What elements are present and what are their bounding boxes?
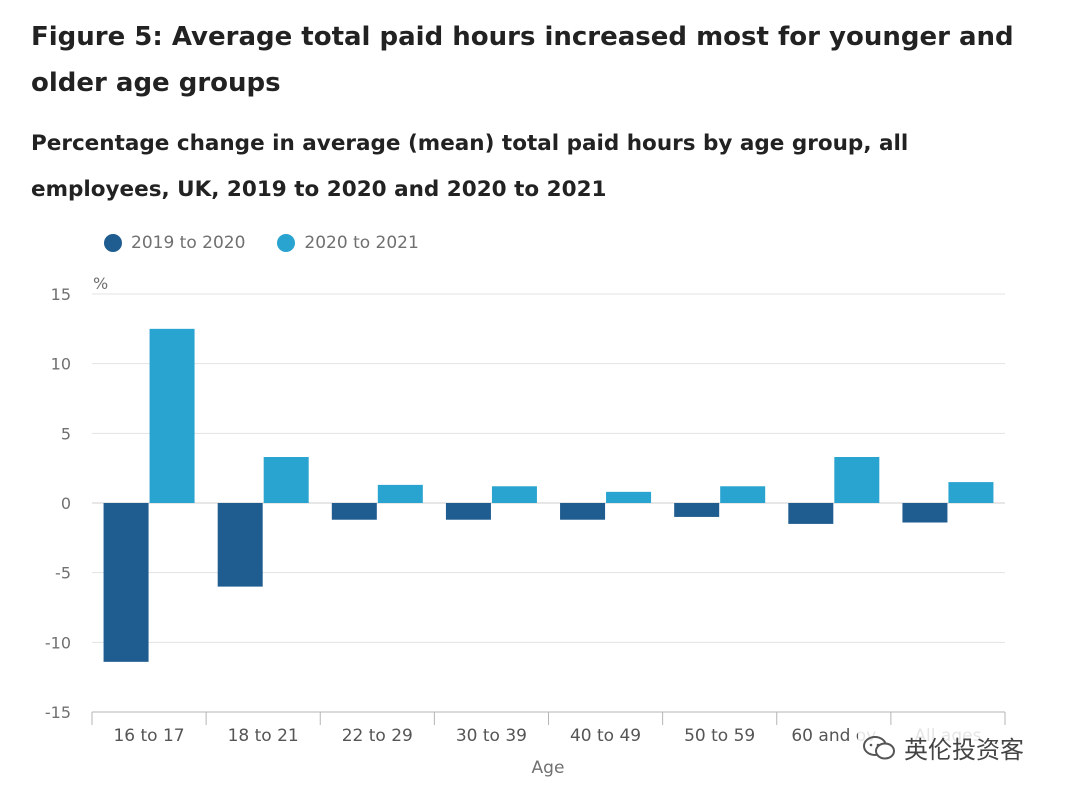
x-tick-label: 40 to 49 [570, 726, 641, 746]
chart-title: Figure 5: Average total paid hours incre… [31, 22, 1014, 98]
bar-series-1-8[interactable] [902, 503, 948, 523]
bar-series-1-2[interactable] [217, 503, 263, 587]
bar-series-2-7[interactable] [834, 457, 880, 503]
y-axis-label: % [93, 274, 108, 293]
legend-item-series-1[interactable]: 2019 to 2020 [104, 233, 245, 253]
bar-series-2-5[interactable] [606, 491, 652, 503]
x-tick-label: 22 to 29 [342, 726, 413, 746]
legend-swatch-series-2 [277, 234, 296, 252]
watermark: 英伦投资客 [858, 728, 1028, 767]
y-axis-ticks: 15 10 5 0 -5 -10 -15 [45, 285, 71, 722]
y-tick-label: 15 [51, 285, 71, 304]
chat-bubbles-icon [863, 735, 895, 759]
y-tick-label: 10 [51, 355, 71, 374]
y-tick-label: 0 [61, 494, 71, 513]
bar-series-2-6[interactable] [720, 486, 766, 503]
x-tick-label: 16 to 17 [113, 726, 184, 746]
bar-series-1-1[interactable] [103, 503, 149, 662]
legend: 2019 to 2020 2020 to 2021 [104, 233, 451, 253]
legend-swatch-series-1 [104, 234, 122, 252]
x-tick-label: 18 to 21 [228, 726, 299, 746]
x-tick-label: 30 to 39 [456, 726, 527, 746]
watermark-text: 英伦投资客 [904, 736, 1024, 764]
y-tick-label: -10 [45, 633, 71, 652]
chart-subtitle: Percentage change in average (mean) tota… [31, 131, 909, 202]
bar-series-1-4[interactable] [445, 503, 491, 520]
bar-series-1-3[interactable] [331, 503, 377, 520]
bars [103, 328, 994, 662]
bar-series-2-3[interactable] [377, 484, 423, 503]
x-tick-label: 50 to 59 [684, 726, 755, 746]
legend-label-series-2: 2020 to 2021 [304, 233, 419, 253]
bar-series-2-8[interactable] [948, 482, 994, 503]
x-tick-label: 60 and ov [791, 726, 876, 746]
bar-series-2-4[interactable] [491, 486, 537, 503]
bar-series-2-1[interactable] [149, 328, 195, 503]
x-axis-label: Age [532, 758, 565, 778]
legend-label-series-1: 2019 to 2020 [131, 233, 246, 253]
legend-item-series-2[interactable]: 2020 to 2021 [277, 233, 419, 253]
bar-series-2-2[interactable] [263, 457, 309, 503]
bar-series-1-6[interactable] [674, 503, 720, 517]
y-tick-label: -15 [45, 703, 71, 722]
bar-series-1-5[interactable] [560, 503, 606, 520]
y-tick-label: -5 [55, 564, 71, 583]
bar-series-1-7[interactable] [788, 503, 834, 524]
y-tick-label: 5 [61, 424, 71, 443]
